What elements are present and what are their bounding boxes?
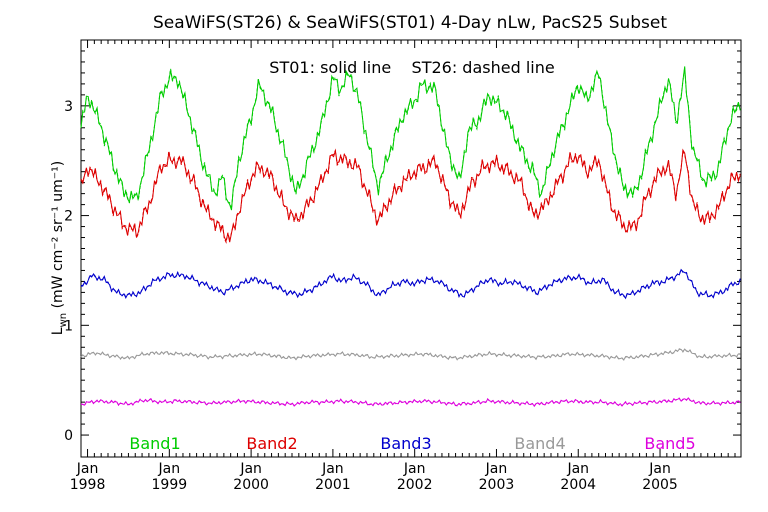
x-tick-month: Jan: [239, 461, 262, 477]
x-tick-month: Jan: [158, 461, 181, 477]
series-line-st26-band2: [80, 148, 741, 244]
series-line-st01-band2: [80, 148, 741, 243]
x-tick-year: 2000: [233, 477, 269, 493]
chart-title: SeaWiFS(ST26) & SeaWiFS(ST01) 4-Day nLw,…: [153, 13, 667, 33]
x-tick-month: Jan: [566, 461, 589, 477]
y-axis-label-main: L: [50, 327, 66, 335]
legend: Band1 Band2 Band3 Band4 Band5: [129, 434, 695, 453]
y-axis-ticks: 0 1 2 3: [64, 50, 741, 444]
chart-annotation: ST01: solid line ST26: dashed line: [269, 58, 554, 77]
series-line-st01-band5: [81, 397, 741, 407]
legend-entry-band5: Band5: [644, 434, 695, 453]
x-tick-year: 2005: [642, 477, 678, 493]
y-axis-label-sub: wn: [58, 313, 69, 328]
legend-entry-band3: Band3: [380, 434, 431, 453]
series-line-st26-band1: [80, 68, 741, 209]
legend-entry-band4: Band4: [514, 434, 565, 453]
x-tick-year: 1998: [70, 477, 106, 493]
x-tick-month: Jan: [321, 461, 344, 477]
y-axis-title: Lwn (mW cm⁻² sr⁻¹ um⁻¹): [50, 161, 69, 335]
y-tick-label: 2: [64, 209, 73, 225]
x-tick-month: Jan: [76, 461, 99, 477]
series-line-st01-band4: [80, 348, 741, 361]
series-lines: [80, 66, 741, 408]
series-line-st26-band3: [80, 268, 741, 299]
y-tick-label: 3: [64, 99, 73, 115]
x-tick-year: 2003: [479, 477, 515, 493]
series-line-st01-band1: [80, 66, 741, 211]
x-tick-year: 2004: [560, 477, 596, 493]
x-tick-year: 2001: [315, 477, 351, 493]
x-tick-year: 1999: [152, 477, 188, 493]
y-tick-label: 0: [64, 428, 73, 444]
x-tick-year: 2002: [397, 477, 433, 493]
series-line-st26-band5: [80, 396, 741, 408]
x-tick-month: Jan: [648, 461, 671, 477]
x-tick-month: Jan: [485, 461, 508, 477]
y-tick-label: 1: [64, 318, 73, 334]
legend-entry-band2: Band2: [246, 434, 297, 453]
svg-text:Lwn (mW cm⁻² sr⁻¹ um⁻¹): Lwn (mW cm⁻² sr⁻¹ um⁻¹): [50, 161, 69, 335]
series-line-st01-band3: [80, 268, 741, 300]
x-axis-ticks: Jan1998Jan1999Jan2000Jan2001Jan2002Jan20…: [70, 40, 736, 493]
legend-entry-band1: Band1: [129, 434, 180, 453]
x-tick-month: Jan: [403, 461, 426, 477]
y-axis-label-units: (mW cm⁻² sr⁻¹ um⁻¹): [50, 161, 66, 309]
